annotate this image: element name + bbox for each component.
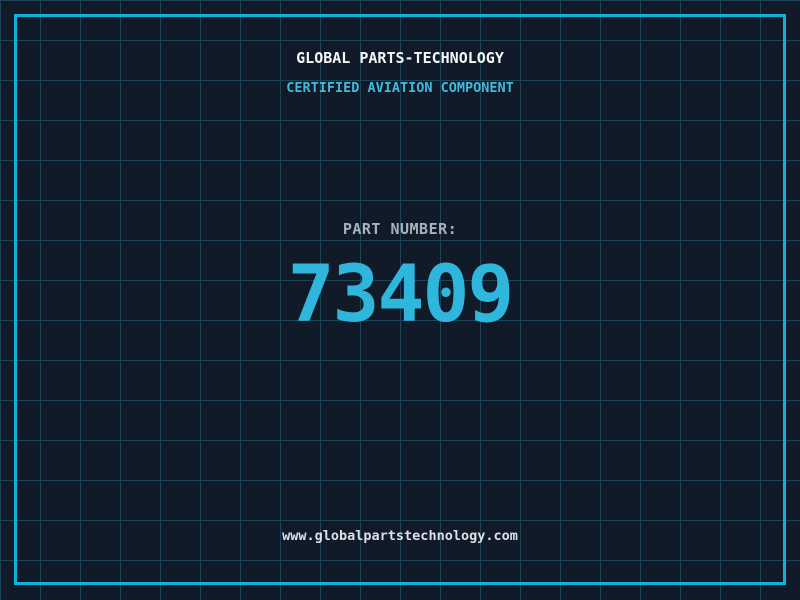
company-title: GLOBAL PARTS-TECHNOLOGY: [296, 49, 504, 67]
company-subtitle: CERTIFIED AVIATION COMPONENT: [286, 80, 514, 96]
part-number-label: PART NUMBER:: [342, 220, 458, 238]
website-url: www.globalpartstechnology.com: [282, 528, 518, 544]
frame-border: [14, 14, 786, 585]
part-number-value: 73409: [287, 250, 515, 340]
